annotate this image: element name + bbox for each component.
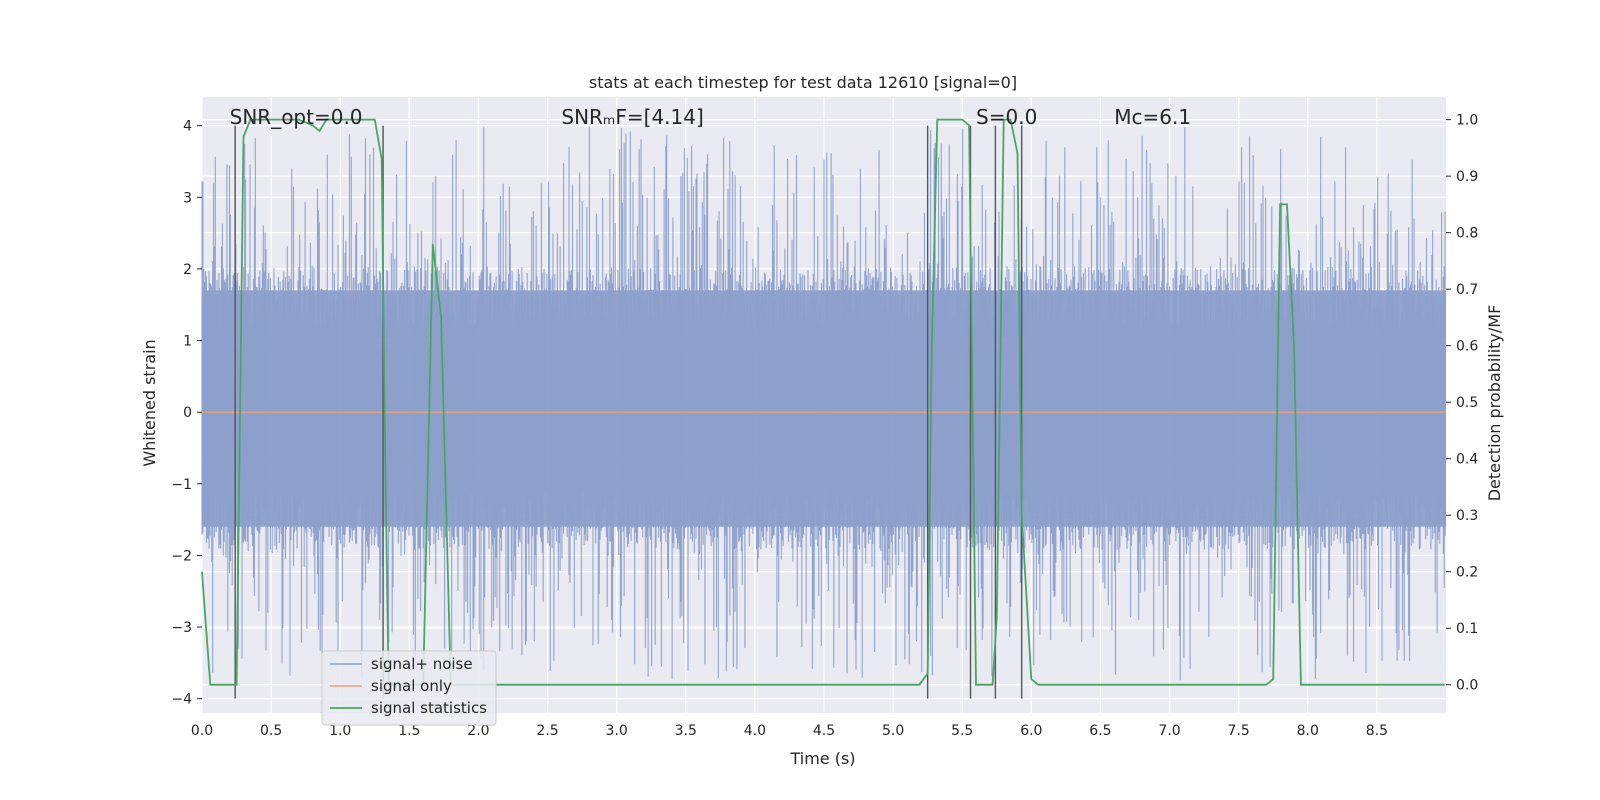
y-tick-label: −1 [171,477,192,493]
y2-tick-label: 0.7 [1456,282,1478,298]
y2-tick-label: 1.0 [1456,113,1478,129]
x-tick-label: 6.5 [1089,723,1111,739]
y2-tick-label: 0.5 [1456,395,1478,411]
x-tick-label: 2.5 [536,723,558,739]
y-tick-label: 1 [183,334,192,350]
x-tick-label: 8.0 [1297,723,1319,739]
signal-noise-series [201,126,1446,681]
y-tick-label: −2 [171,548,192,564]
y2-tick-label: 0.8 [1456,226,1478,242]
y-tick-label: −4 [171,692,192,708]
x-tick-label: 3.0 [606,723,628,739]
y2-tick-label: 0.6 [1456,339,1478,355]
annotation-text: Mᴄ=6.1 [1114,105,1191,129]
signal-statistics-line [201,118,1445,686]
x-tick-label: 4.0 [744,723,766,739]
y2-tick-label: 0.0 [1456,678,1478,694]
chart-title: stats at each timestep for test data 126… [589,73,1017,92]
y2-tick-label: 0.2 [1456,565,1478,581]
x-tick-label: 1.5 [398,723,420,739]
x-tick-label: 3.5 [675,723,697,739]
x-tick-label: 5.5 [951,723,973,739]
y-tick-label: 4 [183,119,192,135]
x-tick-label: 2.0 [467,723,489,739]
x-tick-label: 4.5 [813,723,835,739]
x-tick-label: 1.0 [329,723,351,739]
legend-label-signal-only: signal only [371,677,452,695]
annotations: SNR_opt=0.0 SNRₘF=[4.14] S=0.0 Mᴄ=6.1 [230,105,1191,129]
y-tick-label: 0 [183,405,192,421]
y-axis-ticks: 4 3 2 1 0 −1 −2 −3 −4 [171,119,202,708]
annotation-text: S=0.0 [976,105,1037,129]
y-tick-label: −3 [171,620,192,636]
y2-axis-label: Detection probability/MF [1485,305,1504,502]
x-tick-label: 7.0 [1158,723,1180,739]
legend-box [321,650,497,726]
y2-tick-label: 0.3 [1456,508,1478,524]
y-tick-label: 2 [183,262,192,278]
legend-label-signal-noise: signal+ noise [371,655,473,673]
y2-tick-label: 0.9 [1456,169,1478,185]
x-tick-label: 0.5 [260,723,282,739]
legend-label-signal-statistics: signal statistics [371,699,487,717]
x-tick-label: 8.5 [1366,723,1388,739]
y2-tick-label: 0.1 [1456,621,1478,637]
y-tick-label: 3 [183,190,192,206]
x-tick-label: 5.0 [882,723,904,739]
annotation-text: SNR_opt=0.0 [230,105,363,129]
y2-tick-label: 0.4 [1456,452,1478,468]
legend: signal+ noise signal only signal statist… [321,650,497,726]
x-tick-label: 0.0 [191,723,213,739]
annotation-text: SNRₘF=[4.14] [561,105,703,129]
x-axis-ticks: 0.0 0.5 1.0 1.5 2.0 2.5 3.0 3.5 4.0 4.5 5.0 5.5 6.0 6… [191,723,1388,739]
y2-axis-ticks: 1.0 0.9 0.8 0.7 0.6 0.5 0.4 0.3 0.2 0.1 0.0 [1446,113,1478,694]
x-axis-label: Time (s) [789,749,855,768]
x-tick-label: 6.0 [1020,723,1042,739]
x-tick-label: 7.5 [1228,723,1250,739]
signal-statistics-series [201,118,1445,686]
y-axis-label: Whitened strain [140,339,159,466]
